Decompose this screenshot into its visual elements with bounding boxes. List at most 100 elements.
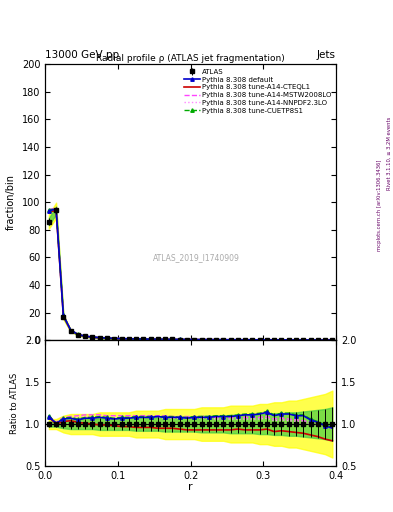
Pythia 8.308 tune-A14-MSTW2008LO [235,337,240,343]
Pythia 8.308 tune-CUETP8S1 [228,337,233,343]
Pythia 8.308 tune-CUETP8S1 [163,336,167,343]
Pythia 8.308 tune-CUETP8S1 [75,331,80,337]
Pythia 8.308 tune-CUETP8S1 [235,337,240,343]
Pythia 8.308 tune-A14-MSTW2008LO [97,334,102,340]
Pythia 8.308 default [221,336,226,343]
Pythia 8.308 tune-CUETP8S1 [46,206,51,212]
Pythia 8.308 tune-A14-CTEQL1 [330,337,335,343]
Pythia 8.308 tune-A14-CTEQL1 [264,337,269,343]
Pythia 8.308 tune-A14-NNPDF2.3LO [192,336,196,343]
Pythia 8.308 tune-A14-NNPDF2.3LO [250,337,255,343]
Pythia 8.308 default [54,206,59,212]
Pythia 8.308 tune-CUETP8S1 [206,336,211,343]
Pythia 8.308 tune-A14-NNPDF2.3LO [54,206,59,212]
Pythia 8.308 tune-A14-NNPDF2.3LO [243,337,248,343]
Pythia 8.308 tune-CUETP8S1 [250,337,255,343]
Title: Radial profile ρ (ATLAS jet fragmentation): Radial profile ρ (ATLAS jet fragmentatio… [96,54,285,63]
Pythia 8.308 tune-A14-MSTW2008LO [294,337,298,343]
Pythia 8.308 tune-CUETP8S1 [243,337,248,343]
Pythia 8.308 default [148,336,153,342]
Pythia 8.308 tune-A14-CTEQL1 [228,337,233,343]
Pythia 8.308 default [97,334,102,340]
Pythia 8.308 tune-A14-NNPDF2.3LO [68,327,73,333]
Pythia 8.308 tune-A14-MSTW2008LO [68,327,73,333]
Pythia 8.308 tune-A14-MSTW2008LO [192,336,196,343]
Pythia 8.308 tune-A14-CTEQL1 [192,336,196,343]
Pythia 8.308 tune-A14-CTEQL1 [272,337,277,343]
Pythia 8.308 tune-A14-NNPDF2.3LO [112,335,117,342]
Pythia 8.308 tune-A14-CTEQL1 [134,336,138,342]
Pythia 8.308 tune-A14-MSTW2008LO [279,337,284,343]
Pythia 8.308 tune-A14-NNPDF2.3LO [286,337,291,343]
Pythia 8.308 default [272,337,277,343]
Pythia 8.308 default [141,336,146,342]
Pythia 8.308 default [61,312,66,318]
Line: Pythia 8.308 tune-A14-MSTW2008LO: Pythia 8.308 tune-A14-MSTW2008LO [49,208,332,340]
Pythia 8.308 tune-A14-CTEQL1 [46,209,51,215]
Text: Rivet 3.1.10, ≥ 3.2M events: Rivet 3.1.10, ≥ 3.2M events [387,117,391,190]
Pythia 8.308 tune-A14-NNPDF2.3LO [170,336,175,343]
Pythia 8.308 tune-A14-MSTW2008LO [257,337,262,343]
Pythia 8.308 tune-A14-CTEQL1 [127,336,131,342]
Pythia 8.308 tune-CUETP8S1 [214,336,219,343]
Pythia 8.308 tune-A14-MSTW2008LO [141,336,146,342]
Pythia 8.308 default [68,327,73,333]
Pythia 8.308 tune-A14-MSTW2008LO [75,331,80,337]
Pythia 8.308 tune-A14-MSTW2008LO [170,336,175,343]
Pythia 8.308 tune-A14-CTEQL1 [323,337,327,343]
Pythia 8.308 default [286,337,291,343]
Pythia 8.308 tune-A14-CTEQL1 [90,334,95,340]
Pythia 8.308 tune-A14-CTEQL1 [286,337,291,343]
Pythia 8.308 tune-A14-CTEQL1 [119,336,124,342]
Pythia 8.308 tune-A14-NNPDF2.3LO [90,334,95,340]
Pythia 8.308 tune-A14-NNPDF2.3LO [185,336,189,343]
Legend: ATLAS, Pythia 8.308 default, Pythia 8.308 tune-A14-CTEQL1, Pythia 8.308 tune-A14: ATLAS, Pythia 8.308 default, Pythia 8.30… [183,68,332,115]
Pythia 8.308 tune-A14-NNPDF2.3LO [105,335,109,341]
Pythia 8.308 tune-CUETP8S1 [112,335,117,342]
Pythia 8.308 tune-A14-CTEQL1 [235,337,240,343]
Pythia 8.308 tune-A14-NNPDF2.3LO [294,337,298,343]
Pythia 8.308 default [264,337,269,343]
Pythia 8.308 default [156,336,160,343]
Pythia 8.308 tune-A14-NNPDF2.3LO [75,331,80,337]
X-axis label: r: r [188,482,193,492]
Pythia 8.308 default [206,336,211,343]
Pythia 8.308 default [112,335,117,342]
Pythia 8.308 default [294,337,298,343]
Pythia 8.308 tune-A14-CTEQL1 [177,336,182,343]
Pythia 8.308 tune-A14-NNPDF2.3LO [301,337,306,343]
Pythia 8.308 tune-A14-MSTW2008LO [105,335,109,341]
Pythia 8.308 tune-A14-CTEQL1 [206,337,211,343]
Pythia 8.308 tune-CUETP8S1 [119,335,124,342]
Pythia 8.308 tune-CUETP8S1 [141,336,146,342]
Pythia 8.308 tune-A14-MSTW2008LO [199,336,204,343]
Pythia 8.308 tune-A14-NNPDF2.3LO [264,337,269,343]
Pythia 8.308 tune-A14-CTEQL1 [221,337,226,343]
Pythia 8.308 tune-A14-NNPDF2.3LO [163,336,167,343]
Pythia 8.308 default [316,337,320,343]
Pythia 8.308 tune-CUETP8S1 [134,336,138,342]
Pythia 8.308 tune-CUETP8S1 [257,337,262,343]
Pythia 8.308 tune-A14-CTEQL1 [68,327,73,333]
Pythia 8.308 tune-A14-MSTW2008LO [54,205,59,211]
Y-axis label: Ratio to ATLAS: Ratio to ATLAS [10,373,19,434]
Pythia 8.308 tune-A14-MSTW2008LO [127,336,131,342]
Y-axis label: fraction/bin: fraction/bin [6,174,16,230]
Pythia 8.308 tune-A14-NNPDF2.3LO [214,336,219,343]
Pythia 8.308 tune-A14-MSTW2008LO [134,336,138,342]
Pythia 8.308 default [235,337,240,343]
Pythia 8.308 tune-A14-MSTW2008LO [177,336,182,343]
Pythia 8.308 tune-A14-NNPDF2.3LO [134,336,138,342]
Pythia 8.308 tune-A14-NNPDF2.3LO [323,337,327,343]
Pythia 8.308 default [228,337,233,343]
Pythia 8.308 tune-A14-CTEQL1 [112,335,117,342]
Pythia 8.308 tune-A14-NNPDF2.3LO [272,337,277,343]
Pythia 8.308 tune-A14-MSTW2008LO [83,333,88,339]
Text: ATLAS_2019_I1740909: ATLAS_2019_I1740909 [153,253,240,262]
Pythia 8.308 tune-CUETP8S1 [90,334,95,340]
Pythia 8.308 default [163,336,167,343]
Pythia 8.308 tune-A14-CTEQL1 [148,336,153,343]
Text: Jets: Jets [317,50,336,60]
Pythia 8.308 default [214,336,219,343]
Pythia 8.308 tune-A14-CTEQL1 [163,336,167,343]
